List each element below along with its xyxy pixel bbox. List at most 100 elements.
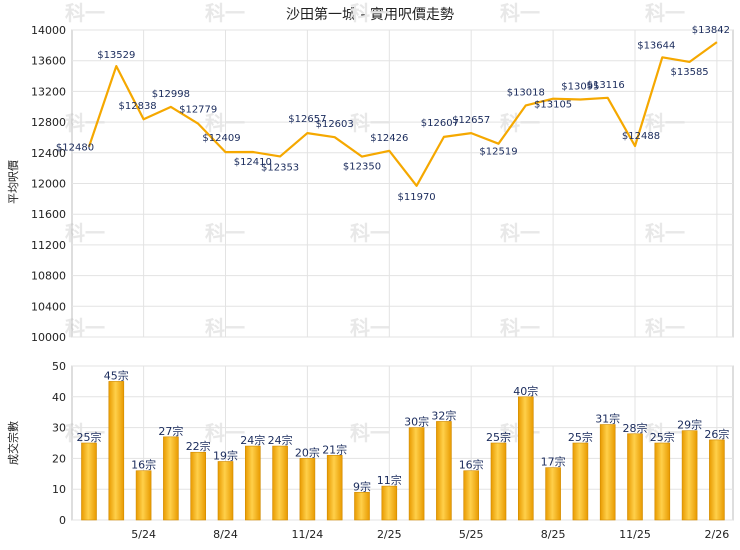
- volume-bar: [681, 430, 698, 521]
- x-tick-label: 11/24: [292, 528, 324, 541]
- price-data-label: $12779: [179, 105, 217, 116]
- price-line-plot: $12480 $13529 $12838$12998 $12779 $12409 $124…: [56, 25, 730, 203]
- volume-bar: [354, 491, 370, 521]
- volume-data-label: 26宗: [704, 427, 729, 441]
- volume-data-label: 24宗: [240, 433, 265, 447]
- volume-data-label: 31宗: [595, 412, 620, 426]
- price-data-label: $13529: [97, 50, 135, 61]
- volume-data-label: 40宗: [513, 384, 538, 398]
- volume-data-label: 24宗: [268, 433, 293, 447]
- price-data-label: $12426: [370, 133, 408, 144]
- volume-bar: [572, 442, 589, 521]
- volume-bar: [190, 451, 206, 521]
- x-tick-label: 8/25: [541, 528, 566, 541]
- volume-bar: [272, 445, 288, 521]
- price-y-tick-label: 11600: [31, 208, 66, 221]
- price-data-label: $12353: [261, 162, 299, 173]
- x-tick-label: 2/26: [705, 528, 730, 541]
- watermark-text: 科一: [65, 221, 105, 245]
- volume-y-tick-label: 30: [52, 422, 66, 435]
- price-data-label: $12607: [421, 118, 459, 129]
- price-data-label: $12519: [479, 147, 517, 158]
- volume-data-label: 20宗: [295, 445, 320, 459]
- price-data-label: $13842: [692, 25, 730, 36]
- volume-bar: [490, 442, 507, 521]
- watermark-text: 科一: [350, 316, 390, 340]
- price-y-tick-label: 13600: [31, 55, 66, 68]
- price-data-label: $12603: [316, 119, 354, 130]
- price-data-label: $13644: [637, 40, 675, 51]
- price-data-label: $12480: [56, 143, 94, 154]
- volume-bar: [517, 396, 534, 521]
- volume-bar: [299, 458, 316, 521]
- volume-chart-grid: 0 10 20 30 40 50 5/24 8/24 11/24 2/25 5/25 8/25 11/2…: [52, 360, 734, 541]
- volume-data-label: 16宗: [131, 458, 156, 472]
- volume-bar: [217, 461, 234, 521]
- price-data-label: $12410: [234, 157, 272, 168]
- watermark-text: 科一: [645, 1, 685, 25]
- volume-y-tick-label: 20: [52, 452, 66, 465]
- volume-bar: [163, 436, 179, 521]
- volume-data-label: 30宗: [404, 415, 429, 429]
- volume-y-tick-label: 40: [52, 391, 66, 404]
- volume-data-label: 45宗: [104, 368, 129, 382]
- volume-y-tick-label: 50: [52, 360, 66, 373]
- x-tick-label: 2/25: [377, 528, 402, 541]
- x-tick-label: 5/25: [459, 528, 484, 541]
- price-data-label: $13105: [534, 100, 572, 111]
- volume-bar: [599, 424, 616, 521]
- volume-bar: [245, 445, 261, 521]
- volume-bar: [627, 433, 643, 521]
- price-y-tick-label: 10800: [31, 270, 66, 283]
- volume-data-label: 32宗: [431, 408, 456, 422]
- watermark-text: 科一: [645, 111, 685, 135]
- price-y-tick-label: 13200: [31, 85, 66, 98]
- volume-bar: [108, 381, 125, 521]
- volume-data-label: 9宗: [353, 479, 371, 493]
- volume-data-label: 22宗: [186, 439, 211, 453]
- price-data-label: $12409: [202, 133, 240, 144]
- volume-data-label: 25宗: [486, 430, 511, 444]
- price-data-label: $12657: [288, 114, 326, 125]
- volume-bar: [436, 421, 452, 521]
- volume-bar: [463, 470, 480, 521]
- volume-data-label: 25宗: [568, 430, 593, 444]
- watermark-text: 科一: [645, 316, 685, 340]
- watermark-text: 科一: [350, 1, 390, 25]
- price-data-label: $13018: [507, 87, 545, 98]
- x-tick-label: 8/24: [213, 528, 238, 541]
- watermark-text: 科一: [350, 221, 390, 245]
- watermark-text: 科一: [65, 1, 105, 25]
- volume-data-label: 19宗: [213, 448, 238, 462]
- x-tick-label: 5/24: [131, 528, 156, 541]
- volume-data-label: 25宗: [77, 430, 102, 444]
- volume-data-label: 29宗: [677, 418, 702, 432]
- volume-data-label: 25宗: [650, 430, 675, 444]
- volume-bar: [326, 455, 343, 521]
- watermark-text: 科一: [500, 1, 540, 25]
- price-data-label: $13116: [587, 80, 625, 91]
- price-data-label: $12998: [152, 89, 190, 100]
- price-y-tick-label: 12000: [31, 178, 66, 191]
- watermark-text: 科一: [645, 221, 685, 245]
- axis-labels: 平均呎價 成交宗數: [6, 160, 20, 465]
- volume-y-axis-label: 成交宗數: [6, 421, 20, 465]
- volume-bar: [81, 442, 97, 521]
- price-y-tick-label: 14000: [31, 24, 66, 37]
- price-data-label: $13585: [671, 67, 709, 78]
- volume-bar: [654, 442, 671, 521]
- chart-title: 沙田第一城 - 實用呎價走勢: [286, 6, 454, 23]
- price-y-tick-label: 10000: [31, 331, 66, 344]
- price-y-axis-label: 平均呎價: [6, 160, 20, 204]
- watermark-text: 科一: [350, 111, 390, 135]
- volume-data-label: 21宗: [322, 442, 347, 456]
- watermark-text: 科一: [645, 421, 685, 445]
- price-data-label: $12488: [622, 131, 660, 142]
- volume-y-tick-label: 10: [52, 483, 66, 496]
- watermark-text: 科一: [500, 221, 540, 245]
- volume-data-label: 17宗: [541, 455, 566, 469]
- volume-data-label: 27宗: [158, 424, 183, 438]
